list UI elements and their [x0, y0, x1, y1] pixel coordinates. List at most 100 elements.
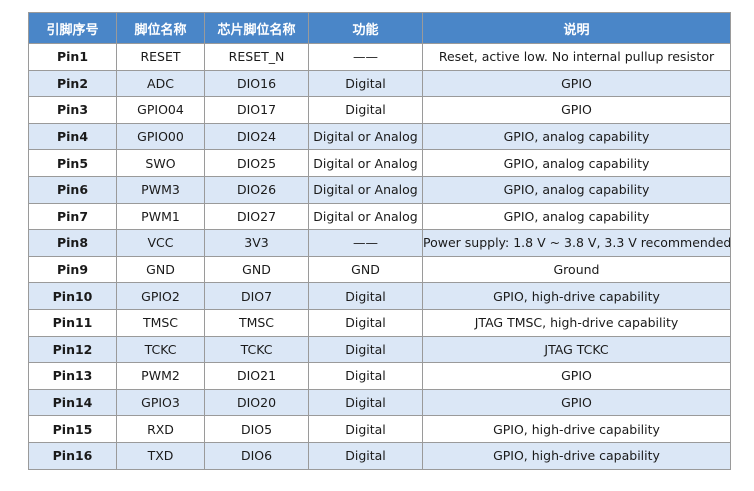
cell-description: JTAG TMSC, high-drive capability — [422, 308, 731, 337]
cell-description: GPIO, analog capability — [422, 175, 731, 204]
cell-pin-number: Pin1 — [28, 43, 117, 71]
header-pin-number: 引脚序号 — [28, 12, 117, 44]
cell-description: Power supply: 1.8 V ~ 3.8 V, 3.3 V recom… — [422, 229, 731, 257]
cell-description: GPIO, analog capability — [422, 122, 731, 151]
cell-function: Digital — [308, 69, 423, 98]
cell-chip-pin-name: DIO27 — [204, 202, 309, 231]
table-row: Pin4 GPIO00 DIO24 Digital or Analog GPIO, an… — [28, 122, 731, 151]
cell-description: JTAG TCKC — [422, 335, 731, 364]
cell-pin-number: Pin11 — [28, 308, 117, 337]
cell-pin-number: Pin14 — [28, 388, 117, 417]
cell-function: —— — [308, 229, 423, 257]
cell-pin-name: GPIO00 — [116, 122, 205, 151]
cell-pin-name: TMSC — [116, 308, 205, 337]
cell-pin-name: RXD — [116, 415, 205, 443]
cell-chip-pin-name: DIO24 — [204, 122, 309, 151]
cell-function: Digital or Analog — [308, 149, 423, 177]
cell-function: Digital — [308, 441, 423, 470]
cell-pin-name: GPIO3 — [116, 388, 205, 417]
table-body: Pin1 RESET RESET_N —— Reset, active low. No … — [28, 43, 731, 470]
cell-description: Reset, active low. No internal pullup re… — [422, 43, 731, 71]
cell-chip-pin-name: DIO7 — [204, 282, 309, 310]
table-row: Pin1 RESET RESET_N —— Reset, active low. No … — [28, 43, 731, 71]
cell-pin-name: TCKC — [116, 335, 205, 364]
cell-pin-name: ADC — [116, 69, 205, 98]
cell-pin-name: TXD — [116, 441, 205, 470]
cell-pin-number: Pin4 — [28, 122, 117, 151]
cell-pin-number: Pin7 — [28, 202, 117, 231]
table-row: Pin3 GPIO04 DIO17 Digital GPIO — [28, 96, 731, 124]
cell-pin-number: Pin3 — [28, 96, 117, 124]
cell-chip-pin-name: DIO20 — [204, 388, 309, 417]
table-row: Pin9 GND GND GND Ground — [28, 255, 731, 284]
cell-pin-name: SWO — [116, 149, 205, 177]
cell-description: GPIO — [422, 388, 731, 417]
cell-description: GPIO, analog capability — [422, 149, 731, 177]
cell-pin-name: RESET — [116, 43, 205, 71]
cell-chip-pin-name: GND — [204, 255, 309, 284]
cell-chip-pin-name: DIO21 — [204, 362, 309, 390]
table-row: Pin6 PWM3 DIO26 Digital or Analog GPIO, anal… — [28, 175, 731, 204]
cell-chip-pin-name: TMSC — [204, 308, 309, 337]
cell-pin-number: Pin5 — [28, 149, 117, 177]
table-header-row: 引脚序号 脚位名称 芯片脚位名称 功能 说明 — [28, 12, 731, 44]
cell-description: GPIO — [422, 96, 731, 124]
cell-chip-pin-name: DIO17 — [204, 96, 309, 124]
cell-pin-number: Pin2 — [28, 69, 117, 98]
cell-chip-pin-name: DIO26 — [204, 175, 309, 204]
cell-chip-pin-name: DIO6 — [204, 441, 309, 470]
cell-function: Digital — [308, 308, 423, 337]
cell-pin-name: GPIO2 — [116, 282, 205, 310]
table-row: Pin14 GPIO3 DIO20 Digital GPIO — [28, 388, 731, 417]
cell-pin-number: Pin6 — [28, 175, 117, 204]
cell-description: GPIO, high-drive capability — [422, 415, 731, 443]
cell-function: GND — [308, 255, 423, 284]
cell-description: GPIO, high-drive capability — [422, 441, 731, 470]
table-row: Pin8 VCC 3V3 —— Power supply: 1.8 V ~ 3.8 V,… — [28, 229, 731, 257]
cell-function: Digital — [308, 388, 423, 417]
header-pin-name: 脚位名称 — [116, 12, 205, 44]
cell-chip-pin-name: TCKC — [204, 335, 309, 364]
table-row: Pin7 PWM1 DIO27 Digital or Analog GPIO, anal… — [28, 202, 731, 231]
cell-description: Ground — [422, 255, 731, 284]
cell-function: Digital or Analog — [308, 202, 423, 231]
table-row: Pin16 TXD DIO6 Digital GPIO, high-drive capa… — [28, 441, 731, 470]
pin-definition-table: 引脚序号 脚位名称 芯片脚位名称 功能 说明 Pin1 RESET RESET_N —… — [28, 12, 731, 470]
cell-description: GPIO — [422, 362, 731, 390]
table-row: Pin12 TCKC TCKC Digital JTAG TCKC — [28, 335, 731, 364]
cell-pin-number: Pin13 — [28, 362, 117, 390]
table-row: Pin10 GPIO2 DIO7 Digital GPIO, high-drive ca… — [28, 282, 731, 310]
cell-pin-name: PWM1 — [116, 202, 205, 231]
cell-chip-pin-name: DIO5 — [204, 415, 309, 443]
cell-pin-number: Pin9 — [28, 255, 117, 284]
cell-chip-pin-name: RESET_N — [204, 43, 309, 71]
cell-function: Digital — [308, 96, 423, 124]
header-function: 功能 — [308, 12, 423, 44]
cell-function: Digital — [308, 415, 423, 443]
cell-pin-name: GND — [116, 255, 205, 284]
cell-pin-name: PWM3 — [116, 175, 205, 204]
cell-function: Digital — [308, 335, 423, 364]
cell-pin-number: Pin15 — [28, 415, 117, 443]
cell-function: Digital or Analog — [308, 122, 423, 151]
cell-pin-number: Pin12 — [28, 335, 117, 364]
table-row: Pin13 PWM2 DIO21 Digital GPIO — [28, 362, 731, 390]
cell-pin-name: PWM2 — [116, 362, 205, 390]
pin-table-container: 引脚序号 脚位名称 芯片脚位名称 功能 说明 Pin1 RESET RESET_N —… — [28, 12, 731, 470]
cell-description: GPIO — [422, 69, 731, 98]
cell-description: GPIO, analog capability — [422, 202, 731, 231]
cell-description: GPIO, high-drive capability — [422, 282, 731, 310]
table-row: Pin5 SWO DIO25 Digital or Analog GPIO, analo… — [28, 149, 731, 177]
cell-pin-name: GPIO04 — [116, 96, 205, 124]
cell-chip-pin-name: DIO25 — [204, 149, 309, 177]
cell-function: Digital — [308, 282, 423, 310]
cell-pin-number: Pin16 — [28, 441, 117, 470]
cell-pin-number: Pin8 — [28, 229, 117, 257]
cell-chip-pin-name: DIO16 — [204, 69, 309, 98]
cell-function: Digital — [308, 362, 423, 390]
table-row: Pin15 RXD DIO5 Digital GPIO, high-drive capa… — [28, 415, 731, 443]
cell-function: Digital or Analog — [308, 175, 423, 204]
table-row: Pin2 ADC DIO16 Digital GPIO — [28, 69, 731, 98]
table-row: Pin11 TMSC TMSC Digital JTAG TMSC, high-driv… — [28, 308, 731, 337]
cell-pin-name: VCC — [116, 229, 205, 257]
